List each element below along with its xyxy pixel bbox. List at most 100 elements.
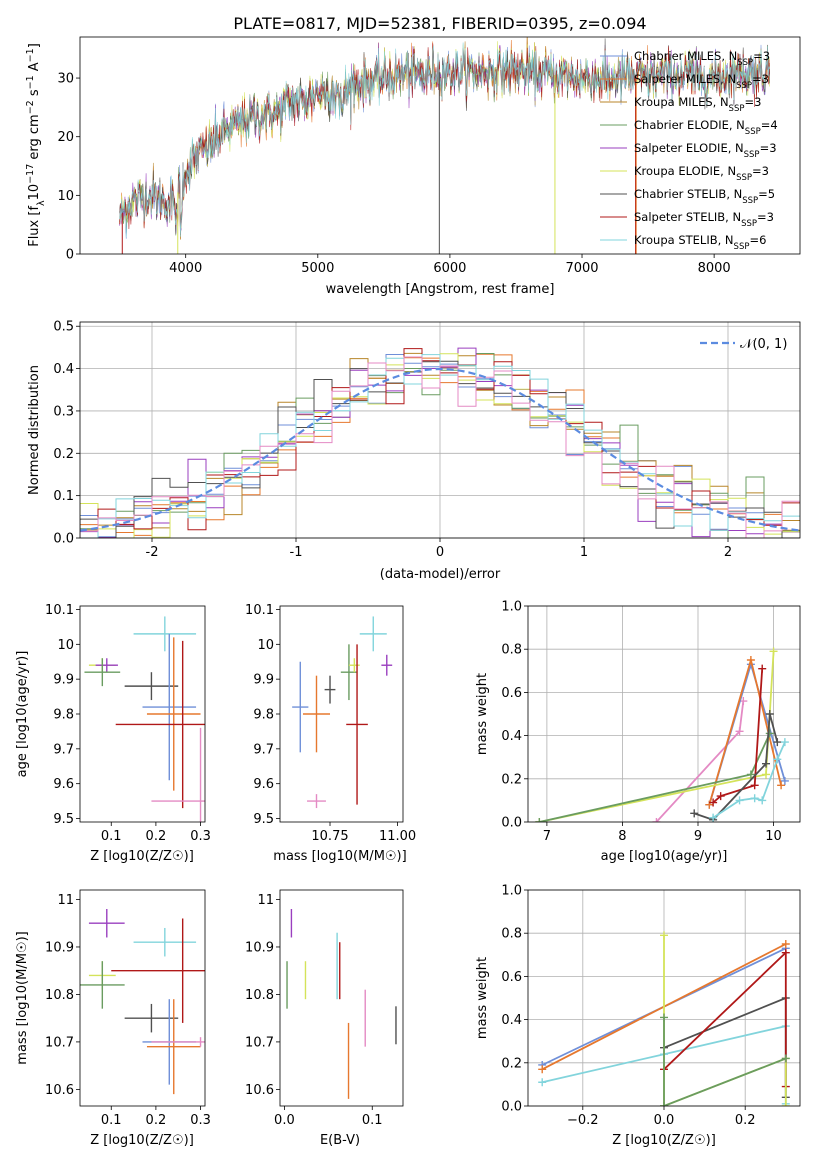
x-tick-label: 0.1 [101, 1113, 122, 1128]
weight-marker [773, 738, 782, 747]
weight-marker [660, 1102, 668, 1106]
weight-marker [780, 776, 789, 785]
plot-area [292, 616, 393, 809]
y-tick-label: 0.4 [501, 729, 522, 744]
residual-histogram [80, 356, 800, 538]
y-tick-label: 0.0 [501, 816, 522, 831]
y-tick-label: 0.2 [53, 447, 74, 462]
weight-marker [709, 798, 718, 807]
weight-marker [781, 1054, 790, 1063]
plot-area [80, 908, 205, 1095]
x-tick-label: 0.1 [101, 829, 122, 844]
x-tick-label: −0.2 [567, 1113, 599, 1128]
x-tick-label: -2 [146, 545, 159, 560]
y-tick-label: 9.7 [53, 742, 74, 757]
weight-line [712, 668, 764, 804]
axes-frame [527, 889, 801, 1107]
y-tick-label: 9.9 [53, 673, 74, 688]
axes-frame [79, 321, 801, 539]
legend-entry: 𝒩(0, 1) [740, 337, 787, 352]
y-tick-label: 9.7 [253, 742, 274, 757]
plot-area [84, 616, 205, 822]
axes-frame [79, 36, 801, 255]
weight-line [539, 733, 771, 822]
y-axis-label: mass [log10(M/M☉)] [15, 931, 30, 1064]
y-tick-label: 0.8 [501, 643, 522, 658]
y-tick-label: 10 [57, 638, 74, 653]
weight-marker [765, 729, 774, 738]
x-tick-label: 10 [765, 829, 782, 844]
plot-area [286, 908, 397, 1099]
weight-marker [762, 759, 770, 768]
y-tick-label: 0.4 [501, 1013, 522, 1028]
y-tick-label: 9.6 [53, 777, 74, 792]
x-tick-label: 0 [436, 545, 444, 560]
y-tick-label: 0.2 [501, 1056, 522, 1071]
y-tick-label: 9.9 [253, 673, 274, 688]
y-tick-label: 9.8 [53, 708, 74, 723]
x-tick-label: 0.2 [146, 1113, 167, 1128]
y-tick-label: 10.9 [45, 940, 74, 955]
y-tick-label: 0.5 [53, 320, 74, 335]
plot-area [538, 931, 790, 1106]
x-tick-label: 11.00 [379, 829, 416, 844]
y-tick-label: 1.0 [501, 600, 522, 615]
weight-marker [709, 813, 718, 822]
weight-marker [660, 931, 668, 940]
y-tick-label: 0.1 [53, 489, 74, 504]
weight-marker [781, 1102, 790, 1106]
weight-marker [781, 948, 790, 957]
panel-weight_vs_Z: −0.2 0.0 0.2 0.0 0.2 0.4 0.6 0.8 1.0 Z [log10(Z/Z… [475, 884, 801, 1148]
weight-line [663, 935, 787, 1106]
y-axis-label: mass weight [475, 957, 490, 1039]
y-tick-label: 0.4 [53, 362, 74, 377]
x-tick-label: 0.2 [146, 829, 167, 844]
legend-entry: Kroupa ELODIE, NSSP=3 [634, 164, 769, 183]
legend-entry: Chabrier MILES, NSSP=3 [634, 49, 770, 68]
normal-curve [80, 367, 800, 532]
x-axis-label: E(B-V) [320, 1133, 360, 1148]
y-tick-label: 0.2 [501, 772, 522, 787]
y-tick-label: 10.1 [45, 603, 74, 618]
x-tick-label: 10.75 [311, 829, 348, 844]
panel-age_vs_Z: 0.1 0.2 0.3 9.5 9.6 9.7 9.8 9.9 10 10.1 Z [log10(Z… [15, 603, 211, 864]
weight-marker [746, 770, 755, 779]
weight-marker [660, 1013, 668, 1022]
spectrum-line [119, 42, 770, 238]
y-tick-label: 30 [57, 72, 74, 87]
y-tick-label: 10.8 [245, 988, 274, 1003]
panel-spectrum: 4000 5000 6000 7000 8000 0 10 20 30 wavelength [A… [25, 36, 801, 297]
x-tick-label: 1 [580, 545, 588, 560]
legend-entry: Chabrier ELODIE, NSSP=4 [634, 118, 778, 137]
x-axis-label: Z [log10(Z/Z☉)] [612, 1133, 716, 1148]
x-tick-label: 0.2 [735, 1113, 756, 1128]
y-tick-label: 9.5 [253, 812, 274, 827]
y-tick-label: 10.6 [245, 1083, 274, 1098]
weight-line [663, 1017, 787, 1106]
weight-marker [750, 794, 759, 803]
y-axis-label: Normed distribution [27, 365, 42, 495]
x-tick-label: -1 [290, 545, 303, 560]
y-tick-label: 10.7 [45, 1035, 74, 1050]
weight-marker [765, 710, 774, 718]
x-axis-label: (data-model)/error [380, 567, 501, 582]
y-axis-label: mass weight [475, 673, 490, 755]
panel-mass_vs_Z: 0.1 0.2 0.3 10.6 10.7 10.8 10.9 11 Z [log10(Z/Z☉… [15, 889, 211, 1148]
x-axis-label: wavelength [Angstrom, rest frame] [326, 282, 555, 297]
figure-title: PLATE=0817, MJD=52381, FIBERID=0395, z=0… [233, 14, 646, 33]
weight-marker [773, 755, 782, 764]
y-tick-label: 0.0 [501, 1100, 522, 1115]
x-tick-label: 0.0 [654, 1113, 675, 1128]
legend-entry: Salpeter STELIB, NSSP=3 [634, 210, 774, 229]
panel-weight_vs_age: 7 8 9 10 0.0 0.2 0.4 0.6 0.8 1.0 age [log10(age/yr… [475, 600, 801, 864]
y-tick-label: 0.3 [53, 404, 74, 419]
y-tick-label: 10.8 [45, 988, 74, 1003]
x-tick-label: 4000 [169, 261, 202, 276]
panel-mass_vs_EBV: 0.0 0.1 10.6 10.7 10.8 10.9 11 E(B-V) [245, 889, 404, 1148]
weight-marker [762, 770, 770, 779]
plot-area [80, 347, 800, 538]
x-tick-label: 7000 [565, 261, 598, 276]
legend-entry: Chabrier STELIB, NSSP=5 [634, 187, 775, 206]
legend-entry: Kroupa STELIB, NSSP=6 [634, 233, 766, 252]
